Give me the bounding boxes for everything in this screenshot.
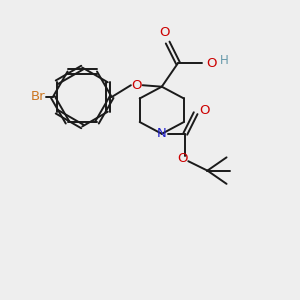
Text: N: N bbox=[157, 127, 167, 140]
Text: H: H bbox=[220, 54, 229, 67]
Text: O: O bbox=[160, 26, 170, 39]
Text: O: O bbox=[131, 79, 142, 92]
Text: O: O bbox=[206, 57, 216, 70]
Text: Br: Br bbox=[31, 91, 46, 103]
Text: O: O bbox=[199, 104, 210, 117]
Text: O: O bbox=[177, 152, 188, 165]
